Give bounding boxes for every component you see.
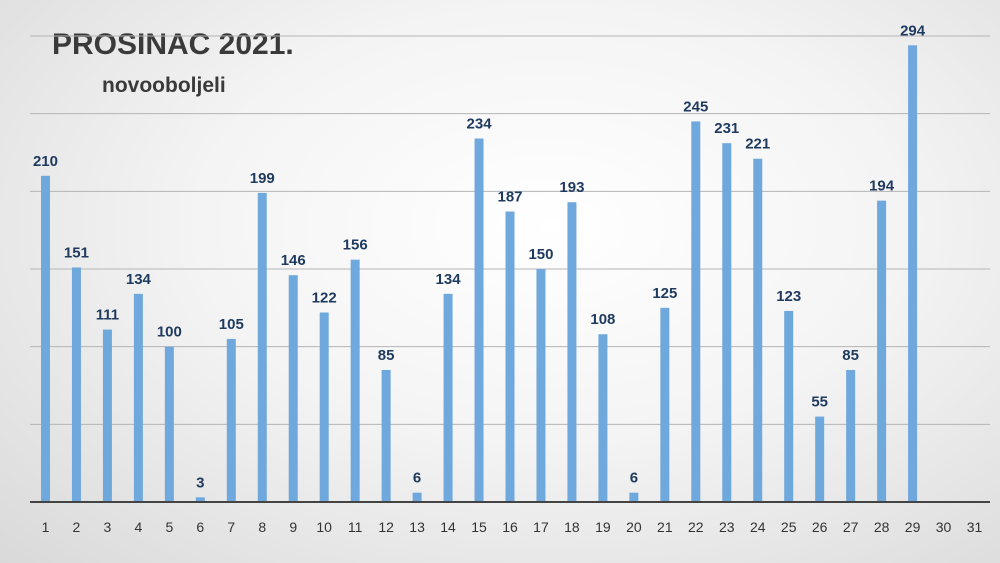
chart-title: PROSINAC 2021. <box>52 28 294 61</box>
bar-day-3 <box>102 329 112 502</box>
x-tick-label-4: 4 <box>134 519 142 535</box>
data-label-day-23: 231 <box>714 120 739 137</box>
data-label-day-5: 100 <box>157 324 182 341</box>
data-label-day-13: 6 <box>413 470 421 487</box>
bar-day-7 <box>226 338 236 502</box>
x-tick-label-7: 7 <box>227 519 235 535</box>
data-label-day-7: 105 <box>219 316 244 333</box>
bar-day-6 <box>195 497 205 502</box>
data-label-day-4: 134 <box>126 271 152 288</box>
bar-day-8 <box>257 192 267 503</box>
x-tick-label-22: 22 <box>688 519 704 535</box>
data-label-day-24: 221 <box>745 136 770 153</box>
data-label-day-21: 125 <box>652 285 677 302</box>
data-label-day-3: 111 <box>96 307 119 324</box>
x-tick-label-25: 25 <box>781 519 797 535</box>
bar-day-13 <box>412 492 422 502</box>
x-tick-label-23: 23 <box>719 519 735 535</box>
x-tick-label-5: 5 <box>165 519 173 535</box>
data-label-day-10: 122 <box>312 289 337 306</box>
bar-day-4 <box>133 293 143 502</box>
data-label-day-28: 194 <box>869 178 895 195</box>
x-tick-label-28: 28 <box>874 519 890 535</box>
x-tick-label-10: 10 <box>316 519 332 535</box>
x-tick-label-3: 3 <box>104 519 112 535</box>
data-label-day-27: 85 <box>842 347 859 364</box>
x-tick-label-29: 29 <box>905 519 921 535</box>
bar-day-28 <box>877 200 887 503</box>
bar-day-5 <box>164 346 174 502</box>
bar-day-10 <box>319 312 329 502</box>
bar-day-14 <box>443 293 453 502</box>
x-tick-label-30: 30 <box>936 519 952 535</box>
data-label-day-8: 199 <box>250 170 275 187</box>
data-label-day-14: 134 <box>436 271 462 288</box>
bar-day-21 <box>660 307 670 502</box>
x-tick-label-18: 18 <box>564 519 580 535</box>
bar-day-20 <box>629 492 639 502</box>
x-tick-label-1: 1 <box>42 519 50 535</box>
bar-day-27 <box>846 369 856 502</box>
x-tick-label-19: 19 <box>595 519 611 535</box>
data-label-day-16: 187 <box>497 189 522 206</box>
x-tick-label-6: 6 <box>196 519 204 535</box>
bar-day-23 <box>722 143 732 502</box>
x-tick-label-15: 15 <box>471 519 487 535</box>
x-tick-label-12: 12 <box>378 519 394 535</box>
data-label-day-26: 55 <box>811 394 828 411</box>
data-label-day-25: 123 <box>776 288 801 305</box>
bar-day-16 <box>505 211 515 502</box>
x-tick-label-31: 31 <box>967 519 983 535</box>
data-label-day-11: 156 <box>343 237 368 254</box>
bar-day-29 <box>908 45 918 502</box>
x-tick-label-17: 17 <box>533 519 549 535</box>
x-tick-label-16: 16 <box>502 519 518 535</box>
data-label-day-9: 146 <box>281 252 306 269</box>
data-label-day-15: 234 <box>467 116 493 133</box>
bar-day-25 <box>784 310 794 502</box>
bar-day-9 <box>288 275 298 502</box>
bar-day-26 <box>815 416 825 502</box>
bar-day-22 <box>691 121 701 502</box>
bar-day-17 <box>536 269 546 502</box>
bars <box>40 45 918 503</box>
x-tick-label-11: 11 <box>348 519 363 535</box>
bar-day-2 <box>71 267 81 502</box>
x-tick-label-9: 9 <box>289 519 297 535</box>
x-tick-label-27: 27 <box>843 519 859 535</box>
data-label-day-20: 6 <box>630 470 638 487</box>
bar-day-11 <box>350 259 360 502</box>
x-tick-label-20: 20 <box>626 519 642 535</box>
x-tick-label-2: 2 <box>73 519 81 535</box>
data-labels: 210 151 111 134 100 3 105 199 146 122 156 85 6 134 234… <box>33 22 926 491</box>
data-label-day-18: 193 <box>559 179 584 196</box>
x-tick-label-14: 14 <box>440 519 456 535</box>
x-tick-label-24: 24 <box>750 519 766 535</box>
bar-day-12 <box>381 369 391 502</box>
x-tick-label-26: 26 <box>812 519 828 535</box>
data-label-day-1: 210 <box>33 153 58 170</box>
data-label-day-6: 3 <box>196 474 204 491</box>
data-label-day-19: 108 <box>590 311 615 328</box>
bar-day-18 <box>567 202 577 502</box>
bar-day-24 <box>753 158 763 503</box>
x-tick-label-21: 21 <box>657 519 673 535</box>
bar-day-1 <box>40 175 50 503</box>
chart-subtitle: novooboljeli <box>102 74 226 97</box>
bar-day-15 <box>474 138 484 502</box>
x-tick-label-13: 13 <box>409 519 425 535</box>
data-label-day-12: 85 <box>378 347 395 364</box>
data-label-day-2: 151 <box>64 244 89 261</box>
x-tick-label-8: 8 <box>258 519 266 535</box>
bar-day-19 <box>598 334 608 502</box>
data-label-day-22: 245 <box>683 98 708 115</box>
data-label-day-17: 150 <box>528 246 553 263</box>
data-label-day-29: 294 <box>900 22 926 39</box>
x-tick-labels: 1 2 3 4 5 6 7 8 9 10 11 12 13 14 15 16 17 18 19 20 21 22 23 24 2… <box>42 519 983 535</box>
